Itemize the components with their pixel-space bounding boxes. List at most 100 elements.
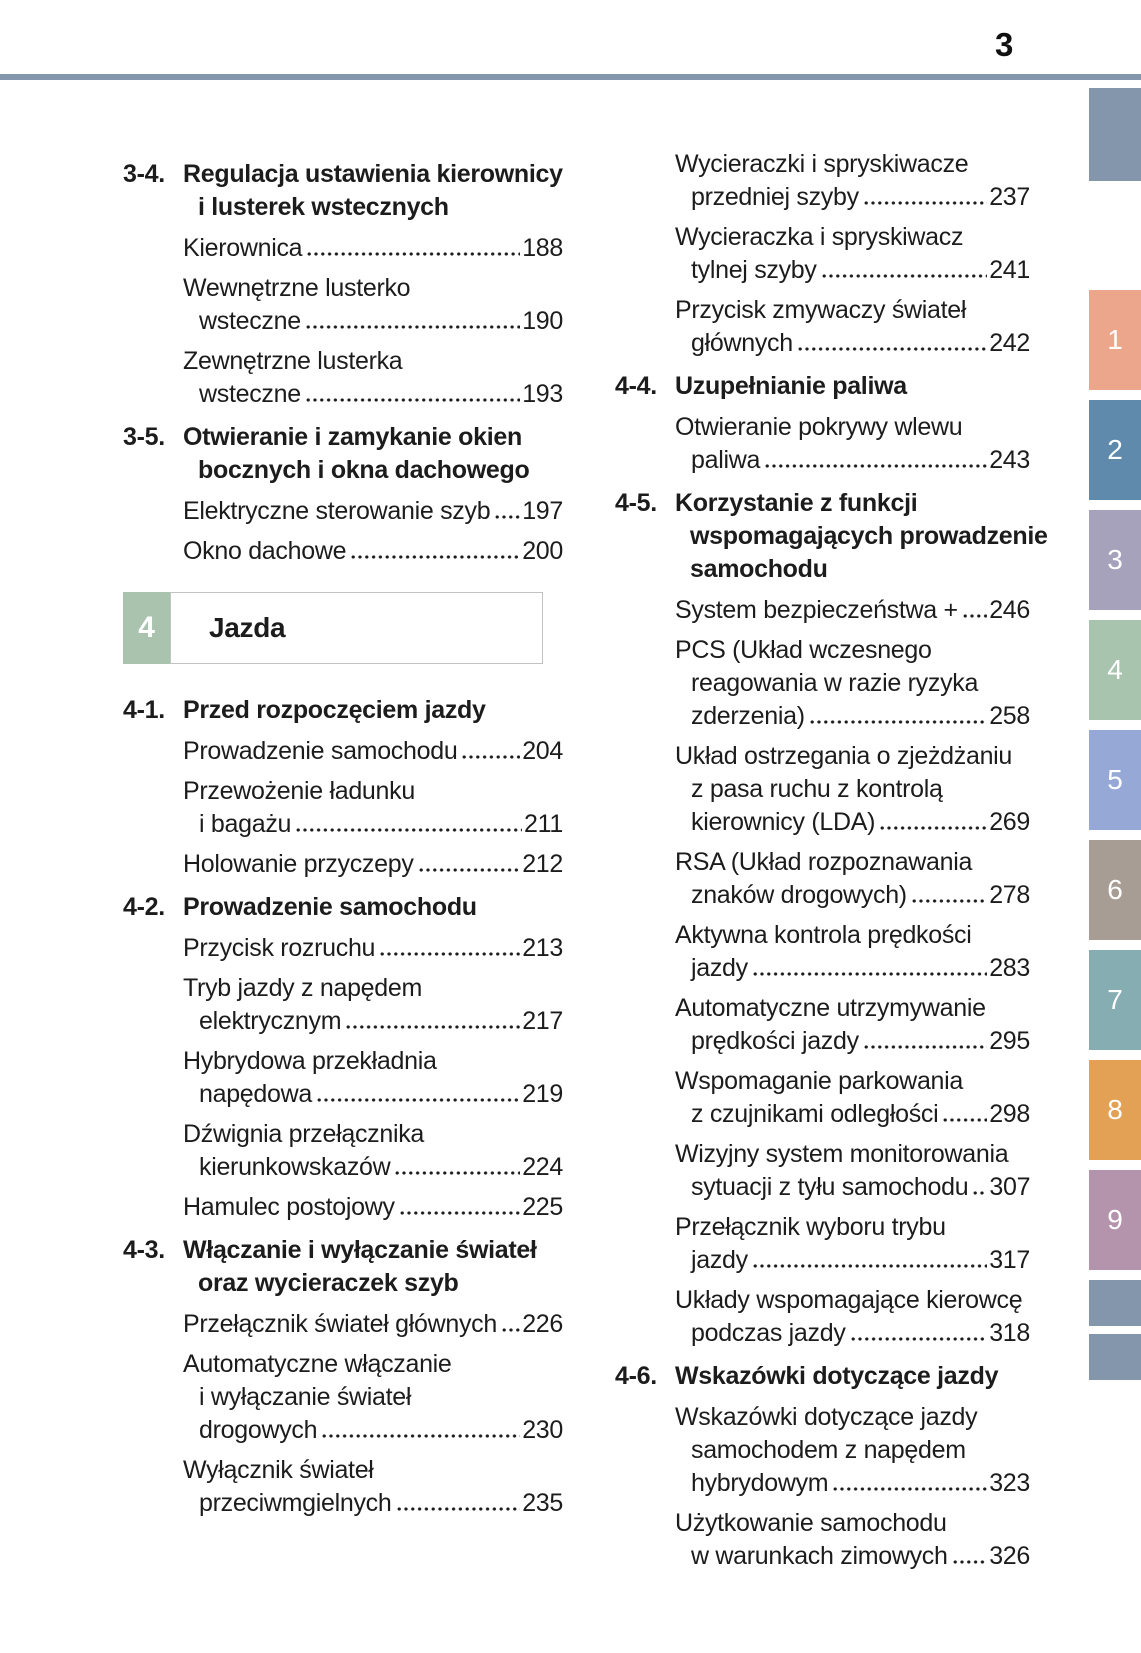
dot-leader bbox=[821, 273, 988, 279]
chapter-tab-label: 2 bbox=[1107, 434, 1123, 465]
toc-section-heading: 4-6. Wskazówki dotyczące jazdy bbox=[615, 1360, 1030, 1393]
entry-page-number: 188 bbox=[522, 234, 563, 262]
entry-last-line: zderzenia) 258 bbox=[615, 700, 1030, 733]
entry-title-line: drogowych bbox=[199, 1416, 318, 1444]
entry-page-number: 278 bbox=[989, 881, 1030, 909]
entry-title-line: elektrycznym bbox=[199, 1007, 342, 1035]
entry-title-line: Przewożenie ładunku bbox=[183, 777, 415, 805]
dot-leader bbox=[418, 867, 521, 873]
entry-title-line: Przycisk rozruchu bbox=[183, 934, 376, 962]
entry-page-number: 235 bbox=[522, 1489, 563, 1517]
page-number: 3 bbox=[995, 26, 1014, 63]
entry-title-line: prędkości jazdy bbox=[691, 1027, 859, 1055]
heading-title: Regulacja ustawienia kierownicy i lustere… bbox=[183, 158, 563, 224]
toc-entry: Zewnętrzne lusterka wsteczne 193 bbox=[123, 345, 563, 411]
heading-number: 4-3. bbox=[123, 1236, 165, 1264]
entry-title-line: Wycieraczka i spryskiwacz bbox=[675, 223, 964, 251]
chapter-tab-2: 2 bbox=[1089, 400, 1141, 500]
dot-leader bbox=[911, 898, 988, 904]
toc-entry: Przewożenie ładunku i bagażu 211 bbox=[123, 775, 563, 841]
entry-page-number: 269 bbox=[989, 808, 1030, 836]
heading-title-line: Przed rozpoczęciem jazdy bbox=[183, 696, 486, 724]
entry-title-line: kierownicy (LDA) bbox=[691, 808, 876, 836]
toc-entry: Prowadzenie samochodu 204 bbox=[123, 735, 563, 768]
entry-page-number: 224 bbox=[522, 1153, 563, 1181]
heading-title-line: Wskazówki dotyczące jazdy bbox=[675, 1362, 999, 1390]
toc-entry: Wskazówki dotyczące jazdy samochodem z na… bbox=[615, 1401, 1030, 1500]
chapter-tab-label: 4 bbox=[1107, 654, 1123, 685]
toc-entry: Wspomaganie parkowania z czujnikami odleg… bbox=[615, 1065, 1030, 1131]
heading-title-line: Włączanie i wyłączanie świateł bbox=[183, 1236, 537, 1264]
toc-entry: System bezpieczeństwa + 246 bbox=[615, 594, 1030, 627]
entry-page-number: 295 bbox=[989, 1027, 1030, 1055]
chapter-tab-label: 5 bbox=[1107, 764, 1123, 795]
dot-leader bbox=[765, 463, 988, 469]
toc-section-heading: 3-5. Otwieranie i zamykanie okien bocznych… bbox=[123, 421, 563, 487]
heading-title: Prowadzenie samochodu bbox=[183, 891, 563, 924]
chapter-tab-3: 3 bbox=[1089, 510, 1141, 610]
entry-title-line: hybrydowym bbox=[691, 1469, 829, 1497]
entry-last-line: kierunkowskazów 224 bbox=[123, 1151, 563, 1184]
entry-title-line: Układy wspomagające kierowcę bbox=[675, 1286, 1023, 1314]
entry-page-number: 241 bbox=[989, 256, 1030, 284]
dot-leader bbox=[307, 251, 521, 257]
entry-title-line: Prowadzenie samochodu bbox=[183, 737, 458, 765]
heading-title-line: Regulacja ustawienia kierownicy bbox=[183, 160, 563, 188]
heading-title-line: Uzupełnianie paliwa bbox=[675, 372, 907, 400]
entry-last-line: podczas jazdy 318 bbox=[615, 1317, 1030, 1350]
entry-title-line: paliwa bbox=[691, 446, 761, 474]
dot-leader bbox=[797, 346, 988, 352]
toc-entry: Wizyjny system monitorowania sytuacji z t… bbox=[615, 1138, 1030, 1204]
heading-number: 4-5. bbox=[615, 489, 657, 517]
heading-title: Korzystanie z funkcji wspomagających prow… bbox=[675, 487, 1048, 586]
chapter-tab-blank bbox=[1089, 1334, 1141, 1380]
entry-title-line: i bagażu bbox=[199, 810, 292, 838]
entry-title-line: Elektryczne sterowanie szyb bbox=[183, 497, 491, 525]
dot-leader bbox=[380, 951, 521, 957]
entry-last-line: Hamulec postojowy 225 bbox=[123, 1191, 563, 1224]
chapter-tab-7: 7 bbox=[1089, 950, 1141, 1050]
entry-page-number: 307 bbox=[989, 1173, 1031, 1201]
entry-last-line: paliwa 243 bbox=[615, 444, 1030, 477]
toc-entry: RSA (Układ rozpoznawania znaków drogowych… bbox=[615, 846, 1030, 912]
entry-page-number: 212 bbox=[522, 850, 563, 878]
dot-leader bbox=[501, 1327, 521, 1333]
toc-section-heading: 4-5. Korzystanie z funkcji wspomagających … bbox=[615, 487, 1048, 586]
entry-page-number: 246 bbox=[989, 596, 1030, 624]
toc-column-left: 3-4. Regulacja ustawienia kierownicy i lus… bbox=[123, 148, 563, 1527]
entry-last-line: w warunkach zimowych 326 bbox=[615, 1540, 1030, 1573]
chapter-tab-label: 9 bbox=[1107, 1204, 1123, 1235]
dot-leader bbox=[396, 1506, 521, 1512]
entry-title-line: System bezpieczeństwa + bbox=[675, 596, 958, 624]
entry-page-number: 317 bbox=[989, 1246, 1030, 1274]
entry-title-line: Otwieranie pokrywy wlewu bbox=[675, 413, 963, 441]
chapter-tab-label: 6 bbox=[1107, 874, 1123, 905]
entry-title-line: przeciwmgielnych bbox=[199, 1489, 392, 1517]
chapter-tab-8: 8 bbox=[1089, 1060, 1141, 1160]
toc-entry: Automatyczne utrzymywanie prędkości jazdy… bbox=[615, 992, 1030, 1058]
section-banner: 4 Jazda bbox=[123, 592, 543, 664]
entry-title-line: samochodem z napędem bbox=[691, 1436, 966, 1464]
entry-title-line: Hybrydowa przekładnia bbox=[183, 1047, 437, 1075]
entry-page-number: 204 bbox=[522, 737, 563, 765]
entry-last-line: przeciwmgielnych 235 bbox=[123, 1487, 563, 1520]
entry-last-line: sytuacji z tyłu samochodu 307 bbox=[615, 1171, 1030, 1204]
dot-leader bbox=[399, 1210, 521, 1216]
heading-title: Przed rozpoczęciem jazdy bbox=[183, 694, 563, 727]
dot-leader bbox=[752, 1263, 988, 1269]
heading-title: Otwieranie i zamykanie okien bocznych i o… bbox=[183, 421, 563, 487]
heading-number: 4-1. bbox=[123, 696, 165, 724]
chapter-tab-6: 6 bbox=[1089, 840, 1141, 940]
toc-entry: Przełącznik wyboru trybu jazdy 317 bbox=[615, 1211, 1030, 1277]
toc-entry: Wycieraczki i spryskiwacze przedniej szyb… bbox=[615, 148, 1030, 214]
entry-page-number: 200 bbox=[522, 537, 563, 565]
entry-page-number: 190 bbox=[522, 307, 563, 335]
chapter-tab-1: 1 bbox=[1089, 290, 1141, 390]
entry-title-line: Okno dachowe bbox=[183, 537, 347, 565]
entry-title-line: z pasa ruchu z kontrolą bbox=[691, 775, 943, 803]
heading-title-line: Korzystanie z funkcji bbox=[675, 489, 918, 517]
entry-last-line: napędowa 219 bbox=[123, 1078, 563, 1111]
entry-title-line: Holowanie przyczepy bbox=[183, 850, 414, 878]
dot-leader bbox=[322, 1433, 521, 1439]
chapter-tab-label: 7 bbox=[1107, 984, 1123, 1015]
